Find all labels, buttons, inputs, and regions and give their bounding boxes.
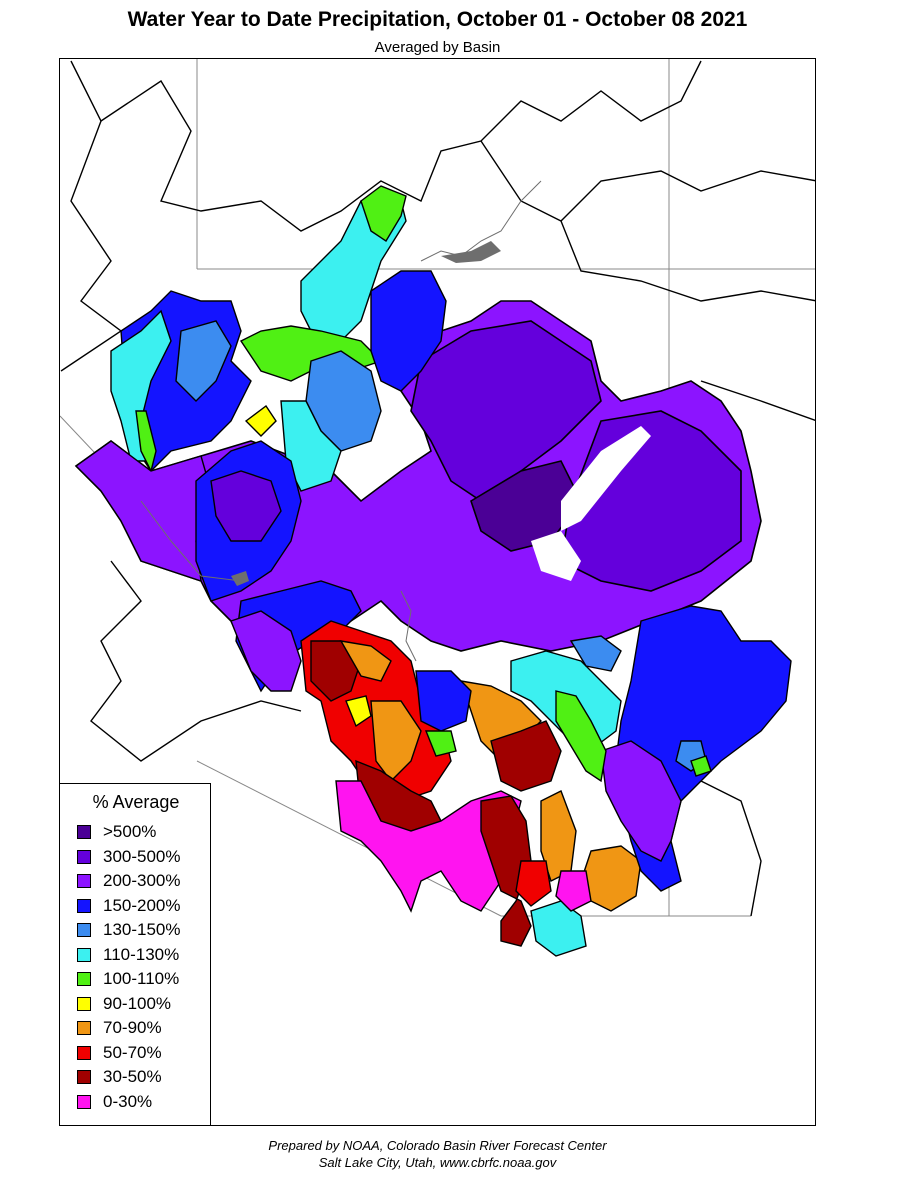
legend-label: 90-100% [103,993,172,1013]
legend-item: 70-90% [77,1018,162,1038]
basin-region-san-juan-100-110 [424,730,457,757]
legend-swatch [77,972,91,986]
basin-region-gunnison-100-110 [555,690,607,783]
basin-region-sevier-200-300 [74,440,212,583]
legend-label: >500% [103,822,157,841]
legend-title: % Average [92,792,180,812]
map-area [59,58,816,1126]
basin-region-arkansas-100-110 [690,755,712,777]
legend-swatch [77,849,91,864]
basin-region-san-juan-30-50 [490,720,562,792]
legend-label: 50-70% [103,1042,162,1062]
legend-item: 300-500% [77,847,181,867]
legend-label: 130-150% [103,920,181,939]
basin-region-rio-grande-0-30 [555,870,592,912]
basin-outline-west [60,60,123,372]
basin-region-bear-130-150 [175,320,232,402]
basin-outline-southwest [90,560,302,762]
legend-item: 200-300% [77,871,181,891]
river-colorado [400,590,417,662]
state-boundary-az-mx [196,760,502,917]
legend-label: 100-110% [103,969,180,988]
map-subtitle: Averaged by Basin [374,39,501,56]
basin-region-lower-70-90-north [339,640,392,682]
legend-label: 30-50% [103,1067,162,1086]
basin-region-90-100-spot [244,404,277,437]
legend-label: 150-200% [103,895,181,915]
legend-item: 110-130% [77,945,179,965]
basin-outline-east [700,380,815,422]
legend-item: 150-200% [77,896,181,916]
basin-map [60,59,815,957]
basin-region-gila-30-50 [480,795,532,947]
river-north-platte [420,180,542,262]
legend-swatch [77,898,91,913]
basin-region-rio-grande-200-300 [600,740,682,862]
basin-region-san-juan-150-200 [415,670,472,732]
legend-label: 0-30% [103,1091,153,1111]
basin-region-green-150-200 [370,270,447,392]
legend-item: 90-100% [77,994,171,1014]
basin-outline-platte [560,220,815,302]
basin-region-gila-0-30 [335,780,522,913]
basin-region-lower-70-90-mid [370,700,422,783]
legend-swatch [77,1045,91,1060]
reservoir-seminoe [441,241,501,263]
legend-swatch [77,1094,91,1109]
reservoir-sevier [231,571,249,586]
river-sevier [140,500,242,582]
basin-outline-north [100,60,702,232]
map-legend: % Average >500% 300-500% 200-300% 150-200% 1… [59,783,211,1126]
credit-line-1: Prepared by NOAA, Colorado Basin River F… [268,1138,607,1153]
basin-region-lower-90-100 [345,695,372,728]
legend-swatch [77,874,91,888]
basin-region-rio-grande-50-70 [515,860,552,907]
legend-item: 100-110% [77,969,179,989]
legend-item: >500% [77,822,156,842]
legend-item: 0-30% [77,1092,152,1112]
legend-swatch [77,923,91,937]
legend-item: 30-50% [77,1067,162,1087]
legend-item: 130-150% [77,920,181,940]
credit-line-2: Salt Lake City, Utah, www.cbrfc.noaa.gov [318,1155,557,1170]
legend-label: 300-500% [103,846,181,866]
legend-swatch [77,996,91,1011]
legend-label: 70-90% [103,1018,162,1037]
basin-region-gunnison-130-150 [569,635,622,672]
legend-swatch [77,947,91,962]
legend-label: 200-300% [103,871,181,890]
basin-region-price-300-500 [210,470,282,542]
basin-outline-northeast [480,140,815,222]
basin-region-bear-100-110 [135,410,157,474]
basin-region-green-100-110-top [360,185,407,242]
legend-item: 50-70% [77,1043,162,1063]
basin-region-rio-grande-110-130 [530,900,587,957]
legend-swatch [77,1021,91,1035]
map-title: Water Year to Date Precipitation, Octobe… [127,8,748,31]
legend-label: 110-130% [103,944,180,964]
legend-swatch [77,825,91,839]
legend-swatch [77,1070,91,1084]
basin-outline-rio-grande-east [700,780,762,917]
basin-region-300-500-north [410,320,602,502]
basin-region-virgin-200-300 [230,610,302,692]
basin-region-no-data-2 [531,531,581,581]
basin-region-no-data-1 [561,426,651,531]
